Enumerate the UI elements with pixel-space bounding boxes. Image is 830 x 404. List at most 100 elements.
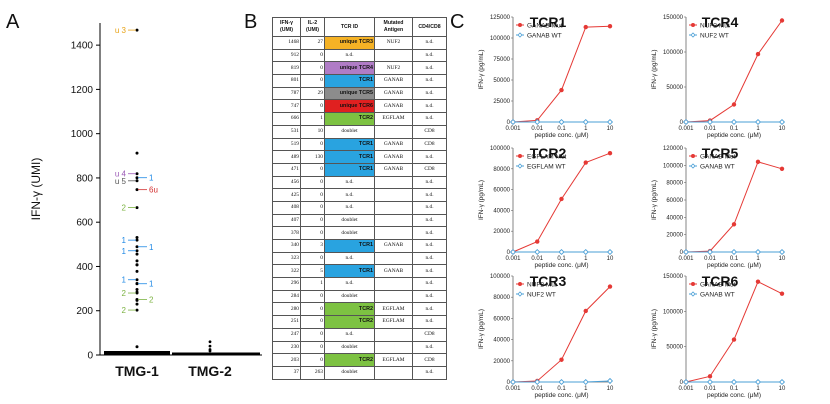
y-tick-label: 100000: [490, 274, 511, 280]
chart-title: TCR2: [530, 145, 567, 161]
table-cell: CD8: [412, 162, 447, 177]
x-tick-label: 10: [607, 126, 614, 132]
table-cell: n.d.: [412, 302, 447, 317]
y-axis-label: IFN-γ (pg/mL): [478, 180, 485, 220]
legend-marker: [518, 282, 522, 286]
table-cell: CD8: [412, 124, 447, 139]
x-tick-label: 0.1: [730, 126, 739, 132]
x-tick-label: 10: [607, 256, 614, 262]
tmg1-point: [135, 302, 139, 306]
table-cell: 1: [300, 277, 325, 291]
table-cell: n.d.: [412, 99, 447, 114]
legend-marker: [517, 291, 523, 297]
table-row: 1468 27 unique TCR3 NUF2 n.d.: [272, 36, 447, 50]
x-tick-label: 0.01: [704, 386, 716, 392]
x-tick-label: 1: [756, 126, 760, 132]
tmg1-point: [135, 252, 139, 256]
table-cell: EGFLAM: [374, 315, 413, 329]
table-cell: TCR2: [324, 353, 375, 367]
table-cell: EGFLAM: [374, 112, 413, 126]
table-cell: 456: [272, 175, 301, 190]
table-cell: GANAB: [374, 86, 413, 101]
table-cell: 0: [300, 353, 325, 367]
table-header-cell: Mutated Antigen: [374, 17, 413, 37]
mut-point: [755, 279, 761, 284]
table-cell: n.d.: [412, 289, 447, 304]
annotation-label: u 5: [115, 177, 127, 186]
y-tick-label: 100000: [663, 50, 684, 56]
table-cell: GANAB: [374, 137, 413, 152]
tmg1-point: [135, 287, 139, 291]
table-cell: n.d.: [412, 315, 447, 329]
x-tick-label: 0.1: [730, 386, 739, 392]
table-cell: 203: [272, 353, 301, 367]
chart-title: TCR5: [702, 145, 739, 161]
tmg1-point: [135, 282, 139, 286]
table-row: 801 0 TCR1 GANAB n.d.: [272, 74, 447, 88]
table-cell: 471: [272, 162, 301, 177]
annotation-label: 2: [122, 204, 127, 213]
table-cell: NUF2: [374, 61, 413, 76]
x-tick-label: 0.01: [531, 386, 543, 392]
table-cell: 284: [272, 289, 301, 304]
table-header-cell: TCR ID: [324, 17, 375, 37]
legend-label: EGFLAM Mut: [527, 153, 567, 160]
table-cell: GANAB: [374, 74, 413, 88]
table-row: 340 3 TCR1 GANAB n.d.: [272, 239, 447, 253]
table-cell: doublet: [324, 226, 375, 240]
table-cell: 230: [272, 340, 301, 355]
table-header-cell: CD4/CD8: [412, 17, 447, 37]
table-cell: TCR2: [324, 112, 375, 126]
y-axis-label: IFN-γ (pg/mL): [478, 49, 485, 89]
y-tick-label: 20000: [493, 229, 510, 235]
x-tick-label: 0.001: [678, 256, 694, 262]
table-row: 912 0 n.d. n.d.: [272, 48, 447, 63]
x-tick-label: 10: [779, 386, 786, 392]
mut-point: [731, 102, 737, 107]
table-cell: 322: [272, 264, 301, 279]
legend-marker: [517, 32, 523, 38]
table-cell: TCR1: [324, 239, 375, 253]
x-tick-label: 0.1: [557, 126, 566, 132]
table-row: 456 0 n.d. n.d.: [272, 175, 447, 190]
table-cell: GANAB: [374, 239, 413, 253]
tmg1-point: [135, 269, 139, 273]
mut-point: [779, 166, 785, 171]
y-tick-label: 0: [507, 250, 511, 256]
y-axis-label: IFN-γ (UMI): [29, 158, 43, 221]
table-cell: 0: [300, 226, 325, 240]
table-cell: 1: [300, 112, 325, 126]
wt-point: [509, 378, 517, 386]
y-tick-label: 80000: [493, 167, 510, 173]
table-cell: 787: [272, 86, 301, 101]
table-cell: n.d.: [324, 251, 375, 266]
chart-title: TCR4: [702, 14, 739, 30]
table-cell: [374, 327, 413, 342]
mut-point: [731, 337, 737, 342]
wt-point: [730, 248, 738, 256]
wt-point: [582, 378, 589, 386]
wt-point: [730, 118, 738, 126]
table-cell: 666: [272, 112, 301, 126]
tmg2-point: [208, 344, 212, 348]
x-tick-label: 1: [584, 256, 588, 262]
table-row: 247 0 n.d. CD8: [272, 327, 447, 342]
category-label: TMG-1: [115, 363, 159, 379]
table-cell: [374, 48, 413, 63]
table-cell: 0: [300, 175, 325, 190]
table-cell: 912: [272, 48, 301, 63]
table-cell: 0: [300, 315, 325, 329]
table-row: 284 0 doublet n.d.: [272, 289, 447, 304]
tmg1-point: [135, 259, 139, 263]
y-tick-label: 800: [76, 173, 93, 184]
table-cell: 0: [300, 61, 325, 76]
table-cell: 747: [272, 99, 301, 114]
table-row: 280 0 TCR2 EGFLAM n.d.: [272, 302, 447, 317]
y-tick-label: 60000: [666, 198, 683, 204]
table-cell: n.d.: [412, 86, 447, 101]
wt-point: [754, 118, 762, 126]
table-cell: GANAB: [374, 162, 413, 177]
annotation-label: 1: [122, 276, 127, 285]
table-cell: [374, 226, 413, 240]
panel-letter-a: A: [6, 11, 20, 33]
